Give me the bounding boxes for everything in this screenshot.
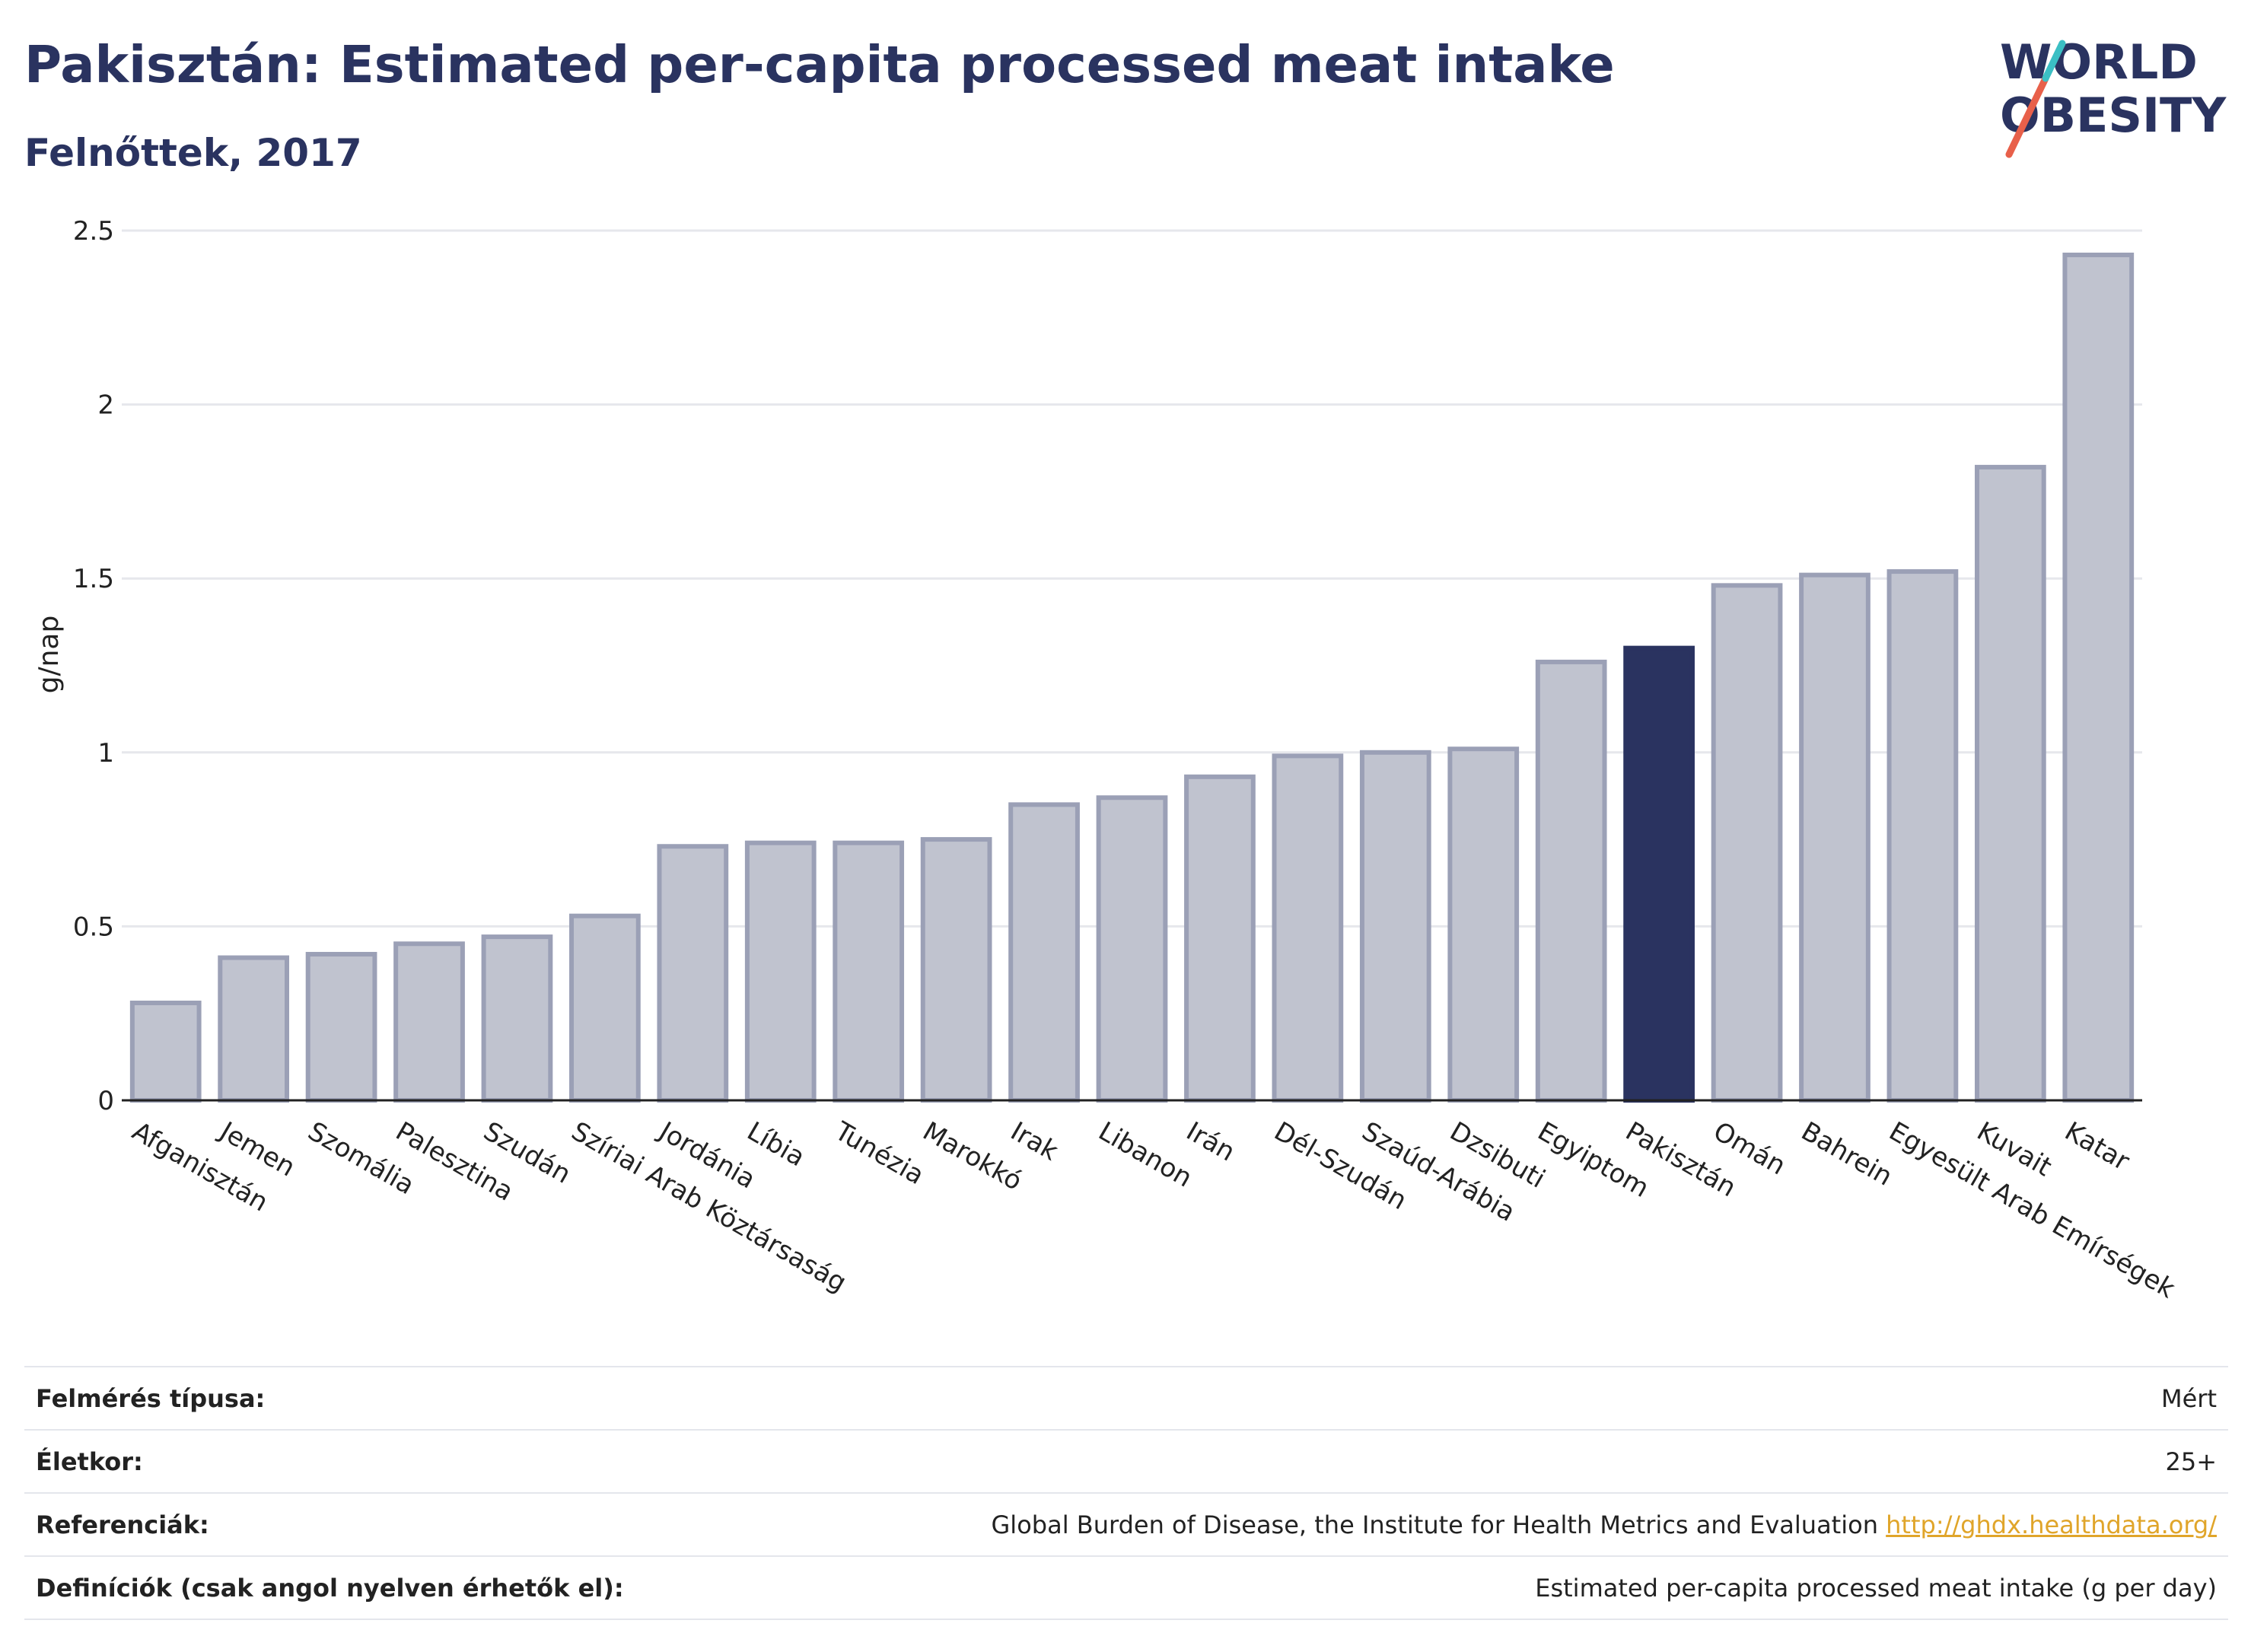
bar[interactable] [1184, 774, 1256, 1103]
bar[interactable] [1359, 750, 1431, 1103]
info-table: Felmérés típusa: Mért Életkor: 25+ Referenci… [24, 1366, 2228, 1620]
y-axis-ticks: 0 0.5 1 1.5 2 2.5 [73, 216, 114, 1116]
bar[interactable] [305, 951, 377, 1103]
logo-slash-teal [2042, 40, 2066, 82]
reference-link[interactable]: http://ghdx.healthdata.org/ [1886, 1510, 2217, 1539]
x-tick-label: Irak [1005, 1116, 1063, 1167]
info-row: Felmérés típusa: Mért [24, 1366, 2228, 1429]
info-value-text: 25+ [2165, 1447, 2217, 1476]
info-value: 25+ [2165, 1447, 2217, 1476]
x-tick-label: Bahrein [1796, 1116, 1897, 1192]
x-tick-label: Irán [1181, 1116, 1240, 1168]
y-tick-label: 0.5 [73, 912, 114, 942]
logo-slash-red [2005, 75, 2049, 158]
info-value-text: Global Burden of Disease, the Institute … [991, 1510, 1878, 1539]
info-label: Felmérés típusa: [36, 1384, 266, 1413]
bar[interactable] [1623, 645, 1695, 1103]
info-value-text: Estimated per-capita processed meat inta… [1535, 1574, 2217, 1603]
bar[interactable] [1711, 583, 1783, 1103]
chart-subtitle: Felnőttek, 2017 [24, 131, 362, 175]
bar[interactable] [1974, 464, 2046, 1103]
x-tick-label: Tunézia [829, 1116, 929, 1191]
info-value-text: Mért [2161, 1384, 2217, 1413]
y-tick-label: 1.5 [73, 564, 114, 594]
info-label: Életkor: [36, 1447, 143, 1476]
bar[interactable] [1799, 572, 1871, 1103]
bar[interactable] [1096, 795, 1168, 1103]
bar[interactable] [833, 840, 905, 1103]
y-tick-label: 1 [97, 738, 114, 769]
chart-title: Pakisztán: Estimated per-capita processe… [24, 35, 1615, 94]
logo-line-1: WORLD [2000, 34, 2198, 90]
y-axis-label: g/nap [33, 616, 65, 694]
bar[interactable] [1272, 753, 1344, 1103]
info-label: Referenciák: [36, 1510, 209, 1539]
bar[interactable] [129, 1000, 202, 1103]
bar[interactable] [393, 941, 465, 1103]
bar[interactable] [569, 913, 641, 1103]
x-tick-label: Katar [2059, 1116, 2135, 1177]
bars [129, 253, 2135, 1103]
info-label: Definíciók (csak angol nyelven érhetők e… [36, 1574, 624, 1603]
y-tick-label: 2 [97, 390, 114, 421]
bar[interactable] [744, 840, 817, 1103]
bar[interactable] [481, 934, 553, 1103]
bar[interactable] [1535, 659, 1607, 1103]
bar[interactable] [657, 844, 729, 1103]
y-tick-label: 0 [97, 1086, 114, 1116]
bar[interactable] [218, 955, 290, 1103]
x-tick-label: Marokkó [918, 1116, 1027, 1197]
bar[interactable] [1447, 746, 1520, 1103]
info-row: Referenciák: Global Burden of Disease, th… [24, 1492, 2228, 1555]
world-obesity-logo: WORLD OBESITY [2000, 34, 2227, 158]
bar[interactable] [1886, 569, 1959, 1103]
bar[interactable] [1008, 802, 1080, 1103]
info-row: Definíciók (csak angol nyelven érhetők e… [24, 1555, 2228, 1620]
info-value: Estimated per-capita processed meat inta… [1535, 1574, 2217, 1603]
info-value: Global Burden of Disease, the Institute … [992, 1510, 2218, 1539]
bar[interactable] [920, 837, 992, 1103]
y-tick-label: 2.5 [73, 216, 114, 247]
x-tick-label: Libanon [1094, 1116, 1198, 1194]
bar[interactable] [2062, 253, 2135, 1103]
info-row: Életkor: 25+ [24, 1429, 2228, 1492]
info-value: Mért [2161, 1384, 2217, 1413]
